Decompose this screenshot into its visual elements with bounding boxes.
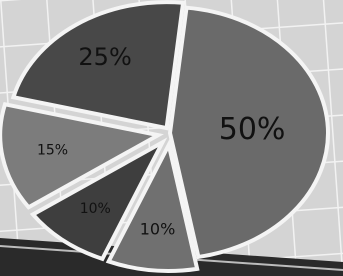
slice-label: 25% [78, 43, 131, 71]
chart: 50% 10% 10% 15% 25% [0, 0, 343, 276]
slice-label: 50% [219, 112, 286, 147]
slice-label: 10% [80, 201, 111, 217]
slice-label: 10% [140, 220, 176, 239]
slice-label: 15% [37, 143, 68, 159]
